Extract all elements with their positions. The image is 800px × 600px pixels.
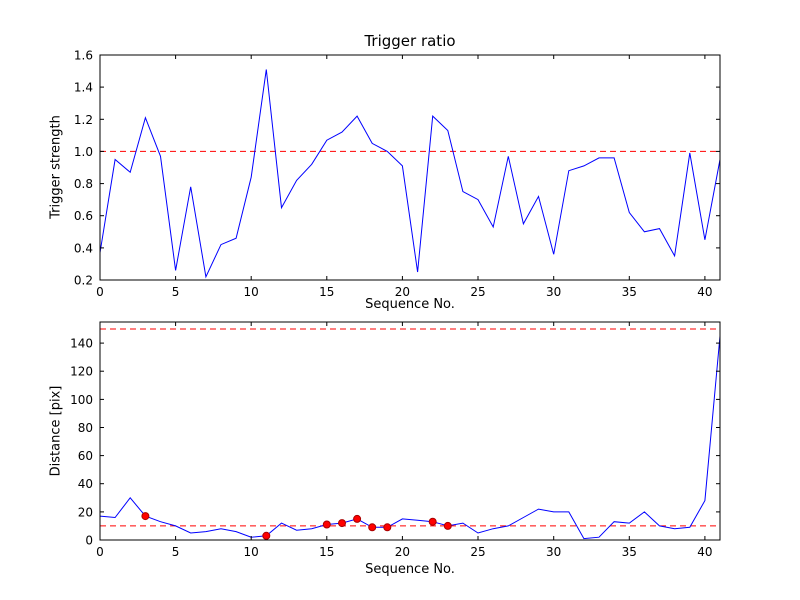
- distance-line: [100, 336, 720, 540]
- x-tick-label: 20: [395, 285, 410, 299]
- y-tick-label: 20: [78, 505, 93, 519]
- x-tick-label: 20: [395, 545, 410, 559]
- y-tick-label: 1.0: [74, 145, 93, 159]
- x-tick-label: 0: [96, 285, 104, 299]
- data-marker: [368, 523, 377, 532]
- data-marker: [443, 521, 452, 530]
- data-marker: [141, 512, 150, 521]
- data-marker: [383, 523, 392, 532]
- data-marker: [353, 514, 362, 523]
- trigger-ratio-line: [100, 69, 720, 279]
- x-tick-label: 40: [697, 285, 712, 299]
- top-x-axis-label: Sequence No.: [365, 297, 455, 312]
- x-tick-label: 10: [244, 285, 259, 299]
- y-tick-label: 0.4: [74, 241, 93, 255]
- y-tick-label: 40: [78, 477, 93, 491]
- y-tick-label: 100: [70, 393, 93, 407]
- x-tick-label: 25: [470, 545, 485, 559]
- x-tick-label: 15: [319, 285, 334, 299]
- y-tick-label: 1.2: [74, 113, 93, 127]
- data-marker: [262, 531, 271, 540]
- axes-border: [99, 321, 721, 541]
- data-marker: [428, 517, 437, 526]
- axes-border: [99, 54, 721, 281]
- bottom-x-axis-label: Sequence No.: [365, 562, 455, 577]
- data-marker: [338, 519, 346, 528]
- y-tick-label: 60: [78, 449, 93, 463]
- x-tick-label: 30: [546, 285, 561, 299]
- x-tick-label: 0: [96, 545, 104, 559]
- bottom-y-axis-label: Distance [pix]: [48, 385, 64, 477]
- x-tick-label: 5: [172, 545, 180, 559]
- x-tick-label: 35: [622, 285, 637, 299]
- y-tick-label: 0.2: [74, 274, 93, 288]
- x-tick-label: 25: [470, 285, 485, 299]
- x-tick-label: 15: [319, 545, 334, 559]
- top-y-axis-label: Trigger strength: [48, 115, 64, 219]
- y-tick-label: 80: [78, 421, 93, 435]
- y-tick-label: 1.6: [74, 49, 93, 63]
- y-tick-label: 0.8: [74, 177, 93, 191]
- x-tick-label: 40: [697, 545, 712, 559]
- y-tick-label: 120: [70, 365, 93, 379]
- y-tick-label: 0: [85, 534, 93, 548]
- y-tick-label: 1.4: [74, 81, 93, 95]
- chart-title: Trigger ratio: [364, 32, 456, 50]
- x-tick-label: 30: [546, 545, 561, 559]
- x-tick-label: 35: [622, 545, 637, 559]
- x-tick-label: 5: [172, 285, 180, 299]
- x-tick-label: 10: [244, 545, 259, 559]
- data-marker: [322, 520, 331, 529]
- y-tick-label: 0.6: [74, 209, 93, 223]
- y-tick-label: 140: [70, 337, 93, 351]
